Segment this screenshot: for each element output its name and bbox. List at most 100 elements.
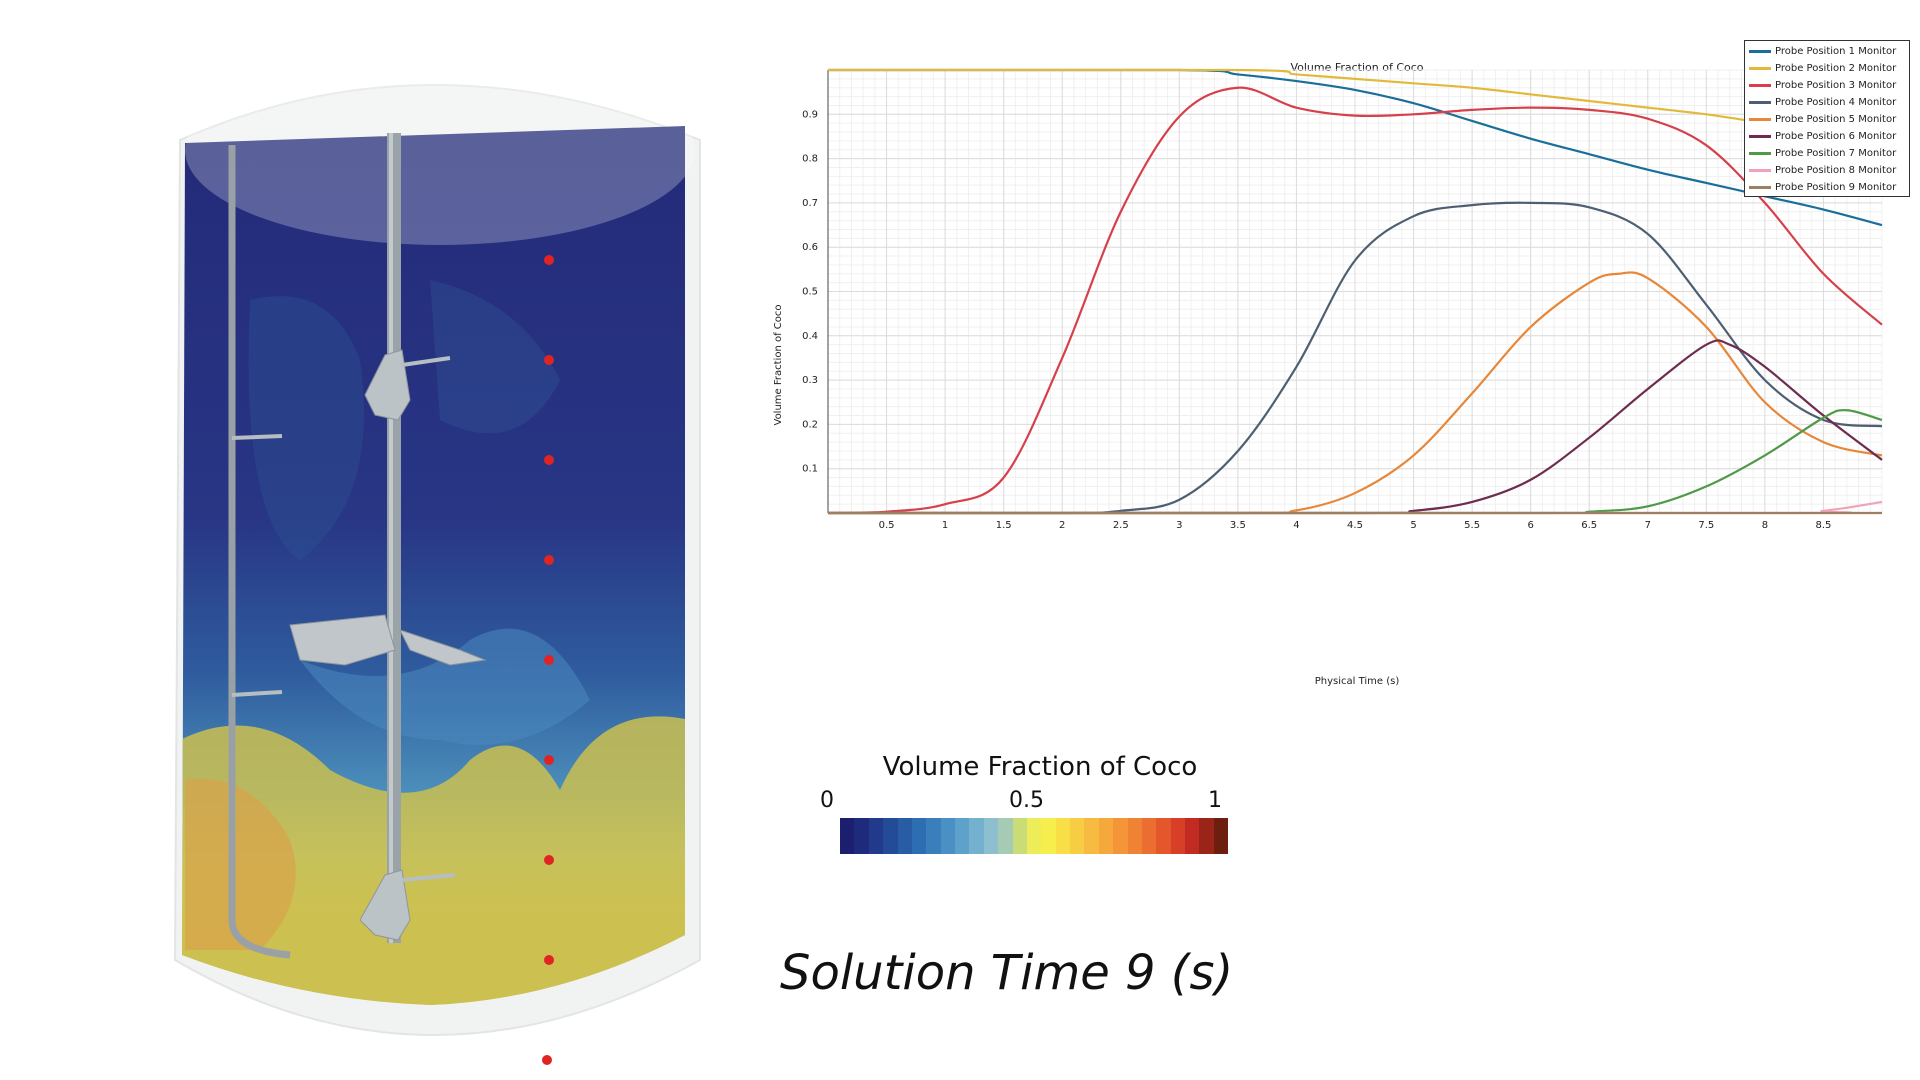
legend-label: Probe Position 6 Monitor [1775, 131, 1897, 142]
solution-time-label: Solution Time 9 (s) [780, 945, 1234, 1001]
probe-marker [542, 1055, 552, 1065]
y-tick-label: 0.5 [802, 287, 818, 298]
colorbar-segment [897, 818, 912, 854]
legend-label: Probe Position 2 Monitor [1775, 63, 1897, 74]
colorbar-mid-label: 0.5 [1009, 788, 1044, 813]
legend-swatch [1749, 84, 1771, 87]
colorbar-segment [1156, 818, 1171, 854]
colorbar-segment [1012, 818, 1027, 854]
x-tick-label: 3.5 [1230, 520, 1246, 531]
probe-marker [544, 955, 554, 965]
legend-label: Probe Position 4 Monitor [1775, 97, 1897, 108]
x-tick-label: 8.5 [1815, 520, 1831, 531]
legend-label: Probe Position 1 Monitor [1775, 46, 1897, 57]
legend-label: Probe Position 5 Monitor [1775, 114, 1897, 125]
tank-scene [173, 55, 701, 1065]
y-axis-label: Volume Fraction of Coco [773, 304, 784, 425]
legend-label: Probe Position 3 Monitor [1775, 80, 1897, 91]
colorbar-segment [1055, 818, 1070, 854]
legend-swatch [1749, 186, 1771, 189]
x-tick-label: 6.5 [1581, 520, 1597, 531]
probe-marker [544, 855, 554, 865]
chart-grid [827, 69, 1883, 514]
x-axis-label: Physical Time (s) [1315, 676, 1400, 687]
y-tick-label: 0.6 [802, 242, 818, 253]
legend-item-probe-7: Probe Position 7 Monitor [1749, 145, 1905, 162]
colorbar-segment [1026, 818, 1042, 854]
probe-marker [544, 455, 554, 465]
colorbar-segment [1127, 818, 1142, 854]
x-tick-label: 5 [1410, 520, 1416, 531]
probe-markers [542, 255, 554, 1065]
legend-label: Probe Position 9 Monitor [1775, 182, 1897, 193]
colorbar-segment [868, 818, 884, 854]
x-tick-label: 2.5 [1113, 520, 1129, 531]
y-tick-label: 0.8 [802, 154, 818, 165]
y-tick-label: 0.2 [802, 419, 818, 430]
colorbar [840, 818, 1229, 854]
colorbar-segment [998, 818, 1013, 854]
legend-swatch [1749, 118, 1771, 121]
legend-swatch [1749, 169, 1771, 172]
probe-marker [544, 555, 554, 565]
colorbar-segment [911, 818, 927, 854]
colorbar-segment [983, 818, 999, 854]
x-tick-label: 4.5 [1347, 520, 1363, 531]
colorbar-min-label: 0 [820, 788, 834, 813]
x-tick-label: 2 [1059, 520, 1065, 531]
x-tick-label: 7.5 [1698, 520, 1714, 531]
colorbar-segment [1185, 818, 1200, 854]
colorbar-segment [940, 818, 955, 854]
legend-item-probe-4: Probe Position 4 Monitor [1749, 94, 1905, 111]
legend-label: Probe Position 7 Monitor [1775, 148, 1897, 159]
colorbar-segment [1084, 818, 1099, 854]
y-tick-label: 0.7 [802, 198, 818, 209]
legend-item-probe-6: Probe Position 6 Monitor [1749, 128, 1905, 145]
colorbar-segment [955, 818, 970, 854]
contour-plane [182, 126, 685, 1005]
series-line-probe-4 [828, 201, 1883, 515]
chart-title: Volume Fraction of Coco [1290, 61, 1423, 74]
legend-label: Probe Position 8 Monitor [1775, 165, 1897, 176]
probe-marker [544, 255, 554, 265]
colorbar-max-label: 1 [1208, 788, 1222, 813]
legend-swatch [1749, 152, 1771, 155]
x-tick-label: 0.5 [879, 520, 895, 531]
x-tick-label: 7 [1645, 520, 1651, 531]
legend-swatch [1749, 135, 1771, 138]
y-tick-label: 0.1 [802, 464, 818, 475]
x-tick-label: 6 [1527, 520, 1533, 531]
series-line-probe-3 [827, 86, 1883, 515]
colorbar-segment [1170, 818, 1185, 854]
legend-item-probe-5: Probe Position 5 Monitor [1749, 111, 1905, 128]
probe-marker [544, 655, 554, 665]
legend-swatch [1749, 101, 1771, 104]
line-chart: Volume Fraction of Coco 0.5 1 1.5 2 2.5 3 3.5 4… [773, 61, 1883, 687]
legend-item-probe-9: Probe Position 9 Monitor [1749, 179, 1905, 196]
x-tick-label: 8 [1762, 520, 1768, 531]
probe-marker [544, 355, 554, 365]
colorbar-segment [1070, 818, 1085, 854]
legend-item-probe-2: Probe Position 2 Monitor [1749, 60, 1905, 77]
y-tick-label: 0.3 [802, 375, 818, 386]
legend-item-probe-1: Probe Position 1 Monitor [1749, 43, 1905, 60]
y-tick-label: 0.9 [802, 109, 818, 120]
y-tick-label: 0.4 [802, 331, 818, 342]
x-tick-label: 4 [1293, 520, 1299, 531]
colorbar-segment [1113, 818, 1128, 854]
colorbar-segment [883, 818, 898, 854]
probe-marker [544, 755, 554, 765]
colorbar-segment [926, 818, 941, 854]
x-tick-label: 1 [942, 520, 948, 531]
colorbar-segment [1098, 818, 1114, 854]
legend-item-probe-3: Probe Position 3 Monitor [1749, 77, 1905, 94]
colorbar-segment [1199, 818, 1214, 854]
x-tick-label: 5.5 [1464, 520, 1480, 531]
colorbar-segment [1141, 818, 1157, 854]
colorbar-segment [840, 818, 855, 854]
legend-swatch [1749, 67, 1771, 70]
colorbar-segment [854, 818, 869, 854]
colorbar-segment [1213, 818, 1229, 854]
colorbar-segment [969, 818, 984, 854]
x-tick-label: 1.5 [996, 520, 1012, 531]
